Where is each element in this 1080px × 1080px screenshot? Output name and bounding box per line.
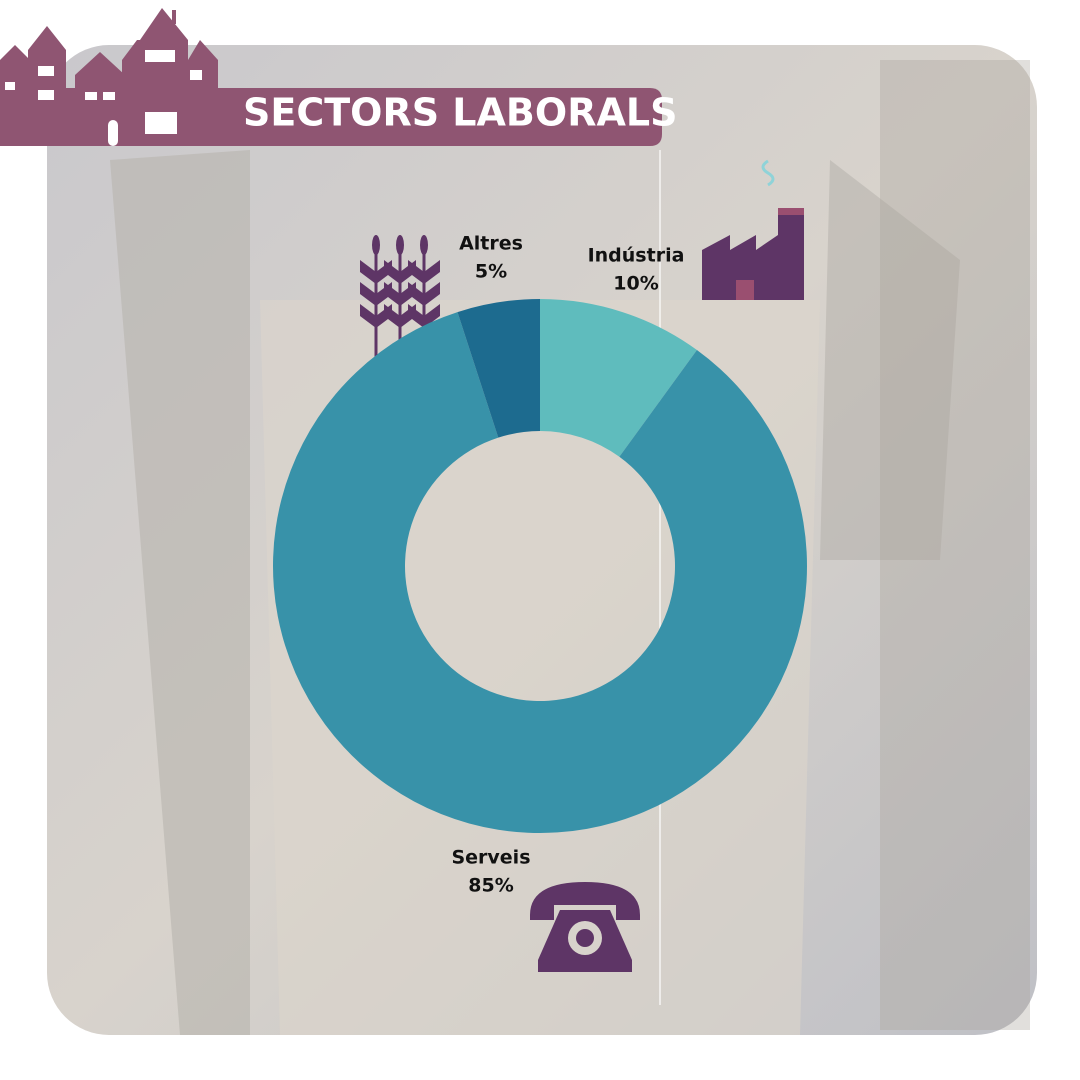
photo-shape [820, 160, 960, 560]
donut-chart: Indústria 10% Serveis 85% Altres 5% [273, 233, 807, 897]
photo-shelf [880, 60, 1030, 1030]
chart-title: SECTORS LABORALS [243, 91, 677, 135]
slice-value-label: 10% [613, 273, 658, 295]
slice-value-label: 5% [475, 261, 507, 283]
donut-slice [540, 299, 697, 457]
photo-shape [110, 150, 250, 1035]
factory-icon [702, 159, 804, 300]
building-windows [5, 50, 202, 146]
donut-slice [457, 299, 540, 438]
slice-value-label: 85% [468, 875, 513, 897]
phone-icon [530, 882, 640, 972]
slice-label: Indústria [588, 245, 685, 267]
donut-slice [273, 312, 807, 834]
slice-label: Serveis [451, 847, 530, 869]
slice-label: Altres [459, 233, 523, 255]
